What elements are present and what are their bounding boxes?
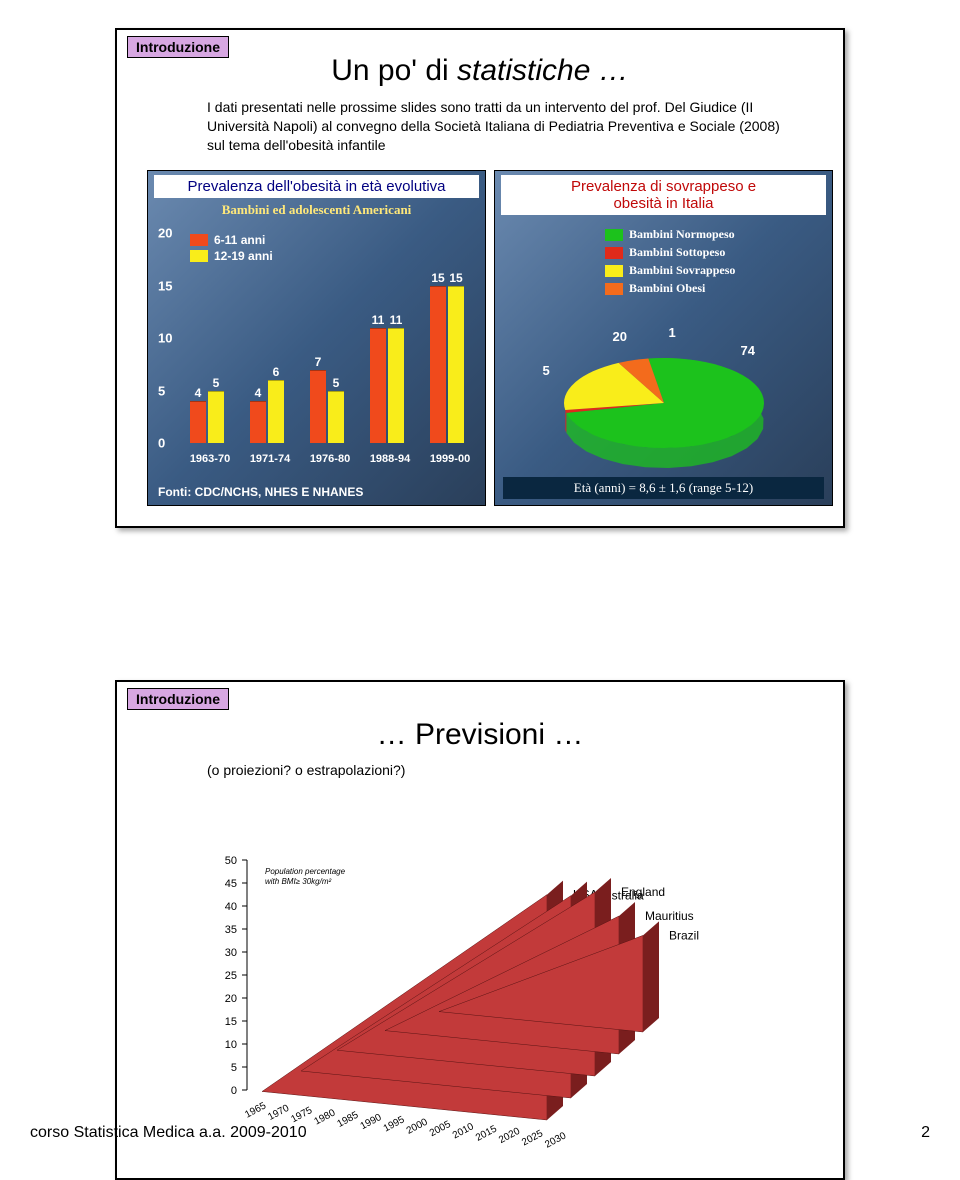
- pie-legend-item: Bambini Sovrappeso: [605, 263, 735, 278]
- bar-axes: 05101520451963-70461971-74751976-8011111…: [184, 233, 471, 443]
- slide-1: Introduzione Un po' di statistiche … I d…: [115, 28, 845, 528]
- bar-value-label: 6: [273, 365, 280, 379]
- y-tick-label: 5: [231, 1062, 237, 1074]
- panelB-title-l1: Prevalenza di sovrappeso e: [571, 178, 756, 195]
- pie-value-label: 74: [741, 343, 755, 358]
- bar: 5: [208, 391, 224, 444]
- bar-value-label: 15: [449, 271, 462, 285]
- bar-value-label: 4: [255, 386, 262, 400]
- x-tick-label: 1971-74: [250, 453, 290, 465]
- panelB-footer: Età (anni) = 8,6 ± 1,6 (range 5-12): [503, 477, 824, 499]
- y-tick-label: 30: [225, 947, 237, 959]
- pie-value-label: 1: [669, 325, 676, 340]
- x-tick-label: 1976-80: [310, 453, 350, 465]
- slide2-subtitle: (o proiezioni? o estrapolazioni?): [207, 762, 405, 778]
- y-tick-label: 25: [225, 970, 237, 982]
- x-tick-label: 1988-94: [370, 453, 410, 465]
- y-tick-label: 50: [225, 855, 237, 867]
- x-tick-label: 1965: [243, 1100, 268, 1120]
- x-tick-label: 1970: [266, 1103, 291, 1123]
- bar-value-label: 5: [213, 376, 220, 390]
- pie-legend-item: Bambini Normopeso: [605, 227, 735, 242]
- bar-chart: 6-11 anni12-19 anni 05101520451963-70461…: [154, 231, 479, 471]
- y-tick-label: 10: [225, 1039, 237, 1051]
- bar: 6: [268, 380, 284, 443]
- y-axis-label: with BMI≥ 30kg/m²: [265, 877, 332, 886]
- y-tick-label: 5: [158, 383, 165, 398]
- page-footer: corso Statistica Medica a.a. 2009-2010 2: [30, 1124, 930, 1142]
- slide-2: Introduzione … Previsioni … (o proiezion…: [115, 680, 845, 1180]
- panel-bar-chart: Prevalenza dell'obesità in età evolutiva…: [147, 170, 486, 506]
- bar-value-label: 7: [315, 355, 322, 369]
- slide2-title: … Previsioni …: [117, 718, 843, 752]
- x-tick-label: 1975: [289, 1105, 314, 1125]
- bar: 7: [310, 370, 326, 444]
- bar: 15: [430, 286, 446, 444]
- bar: 11: [388, 328, 404, 444]
- bar: 15: [448, 286, 464, 444]
- bar-value-label: 5: [333, 376, 340, 390]
- y-tick-label: 45: [225, 878, 237, 890]
- y-tick-label: 20: [225, 993, 237, 1005]
- y-tick-label: 15: [225, 1016, 237, 1028]
- y-tick-label: 20: [158, 226, 172, 241]
- panelA-title: Prevalenza dell'obesità in età evolutiva: [154, 175, 479, 198]
- pie-value-label: 20: [613, 329, 627, 344]
- x-tick-label: 1999-00: [430, 453, 470, 465]
- country-label: Mauritius: [645, 909, 694, 923]
- y-tick-label: 15: [158, 278, 172, 293]
- bar: 5: [328, 391, 344, 444]
- country-label: Brazil: [669, 928, 699, 942]
- area-3d-chart: 0 5 10 15 20 25 30 35 40 45 50 Population percentag…: [177, 790, 813, 1148]
- badge-introduzione-2: Introduzione: [127, 688, 229, 710]
- pie-legend-item: Bambini Obesi: [605, 281, 735, 296]
- slide1-subtitle: I dati presentati nelle prossime slides …: [207, 98, 793, 155]
- pie-value-label: 5: [543, 363, 550, 378]
- bar-value-label: 11: [390, 313, 403, 327]
- title-italic: statistiche …: [457, 54, 629, 87]
- y-tick-label: 40: [225, 901, 237, 913]
- bar-value-label: 15: [431, 271, 444, 285]
- pie-chart: 741205: [549, 333, 779, 473]
- bar: 4: [190, 401, 206, 443]
- bar-value-label: 4: [195, 386, 202, 400]
- bar: 4: [250, 401, 266, 443]
- y-tick-label: 35: [225, 924, 237, 936]
- panelA-fonti: Fonti: CDC/NCHS, NHES E NHANES: [158, 485, 363, 499]
- footer-right: 2: [921, 1124, 930, 1142]
- title-plain: Un po' di: [331, 54, 457, 87]
- panel-pie-chart: Prevalenza di sovrappeso e obesità in It…: [494, 170, 833, 506]
- panelB-title-l2: obesità in Italia: [613, 195, 713, 212]
- y-tick-label: 10: [158, 331, 172, 346]
- pie-legend-item: Bambini Sottopeso: [605, 245, 735, 260]
- panelB-title: Prevalenza di sovrappeso e obesità in It…: [501, 175, 826, 215]
- footer-left: corso Statistica Medica a.a. 2009-2010: [30, 1124, 307, 1142]
- y-tick-label: 0: [158, 436, 165, 451]
- y-axis-label: Population percentage: [265, 867, 346, 876]
- pie-legend: Bambini Normopeso Bambini Sottopeso Bambin…: [605, 227, 735, 299]
- bar-value-label: 11: [372, 313, 385, 327]
- y-tick-label: 0: [231, 1085, 237, 1097]
- slide1-title: Un po' di statistiche …: [117, 54, 843, 88]
- x-tick-label: 1963-70: [190, 453, 230, 465]
- bar: 11: [370, 328, 386, 444]
- country-label: England: [621, 885, 665, 899]
- panelA-subtitle: Bambini ed adolescenti Americani: [148, 202, 485, 218]
- panels: Prevalenza dell'obesità in età evolutiva…: [147, 170, 833, 506]
